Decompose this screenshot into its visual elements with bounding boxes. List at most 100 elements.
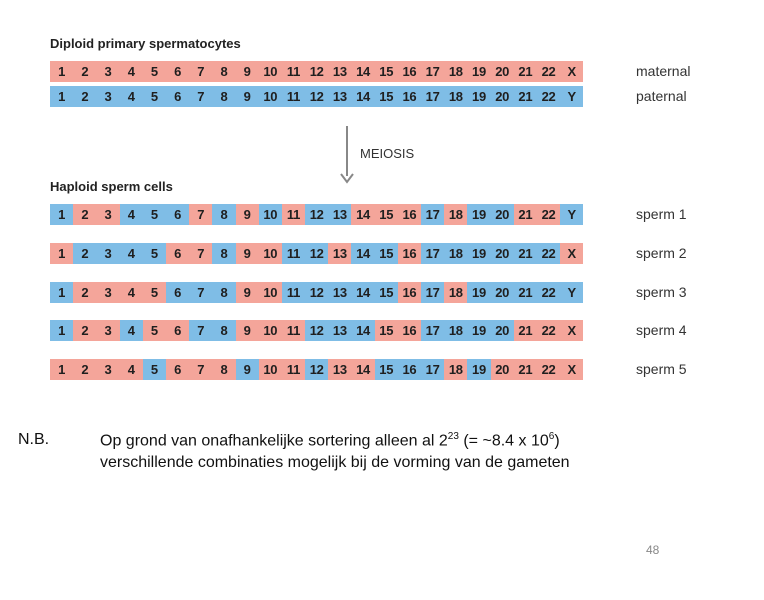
- chromosome-cell: 14: [351, 204, 375, 225]
- chromosome-cell: 6: [165, 359, 190, 380]
- chromosome-cell: 21: [513, 282, 537, 303]
- chromosome-cell: 18: [444, 61, 468, 82]
- chromosome-cell: 21: [513, 86, 537, 107]
- chromosome-cell: 10: [258, 204, 282, 225]
- chromosome-cell: 17: [421, 204, 445, 225]
- chromosome-cell: 18: [444, 86, 468, 107]
- sperm-row: 1 2 3 4 5 6 7 8 9 10 11 12 13 14 15 16 17 18 19 20 21 22 Y: [50, 282, 584, 303]
- chromosome-cell: 19: [467, 204, 491, 225]
- chromosome-cell: 12: [305, 320, 329, 341]
- chromosome-cell: 3: [96, 243, 120, 264]
- sperm-label: sperm 5: [636, 361, 687, 377]
- chromosome-cell: 1: [50, 61, 74, 82]
- chromosome-cell: 13: [328, 204, 352, 225]
- diploid-title: Diploid primary spermatocytes: [50, 36, 241, 51]
- note-line-1: Op grond van onafhankelijke sortering al…: [100, 431, 560, 450]
- sperm-row: 1 2 3 4 5 6 7 8 9 10 11 12 13 14 15 16 17 18 19 20 21 22 X: [50, 359, 584, 380]
- chromosome-cell: 15: [374, 320, 398, 341]
- chromosome-cell: 8: [212, 243, 236, 264]
- chromosome-cell: 22: [536, 320, 561, 341]
- chromosome-cell: 21: [513, 61, 537, 82]
- sperm-label: sperm 1: [636, 206, 687, 222]
- chromosome-cell: 4: [119, 86, 143, 107]
- chromosome-cell: 12: [305, 86, 329, 107]
- chromosome-cell: 17: [421, 359, 445, 380]
- chromosome-cell: 3: [96, 320, 120, 341]
- chromosome-cell: 19: [467, 243, 491, 264]
- chromosome-cell: 11: [281, 320, 306, 341]
- sex-chromosome-cell: X: [560, 61, 584, 82]
- chromosome-cell: 18: [444, 204, 468, 225]
- chromosome-cell: 14: [351, 243, 375, 264]
- chromosome-cell: 10: [258, 320, 282, 341]
- chromosome-cell: 19: [467, 359, 491, 380]
- chromosome-cell: 2: [73, 243, 97, 264]
- chromosome-cell: 12: [305, 61, 329, 82]
- chromosome-cell: 15: [374, 282, 398, 303]
- chromosome-cell: 7: [189, 320, 213, 341]
- chromosome-cell: 19: [467, 282, 491, 303]
- chromosome-cell: 21: [513, 243, 537, 264]
- chromosome-cell: 12: [305, 204, 329, 225]
- chromosome-cell: 14: [351, 282, 375, 303]
- chromosome-cell: 16: [397, 204, 421, 225]
- chromosome-cell: 4: [119, 359, 143, 380]
- chromosome-cell: 5: [142, 204, 166, 225]
- chromosome-cell: 5: [142, 320, 166, 341]
- chromosome-cell: 10: [258, 86, 282, 107]
- chromosome-cell: 9: [235, 86, 259, 107]
- chromosome-cell: 12: [305, 243, 329, 264]
- chromosome-cell: 5: [142, 61, 166, 82]
- chromosome-cell: 21: [513, 204, 537, 225]
- chromosome-cell: 9: [235, 204, 259, 225]
- chromosome-cell: 16: [397, 282, 421, 303]
- chromosome-cell: 13: [328, 320, 352, 341]
- chromosome-cell: 6: [165, 282, 190, 303]
- chromosome-cell: 4: [119, 204, 143, 225]
- arrow-down-icon: [340, 173, 354, 184]
- chromosome-cell: 13: [328, 61, 352, 82]
- chromosome-cell: 16: [397, 61, 421, 82]
- sperm-label: sperm 3: [636, 284, 687, 300]
- chromosome-cell: 13: [328, 282, 352, 303]
- chromosome-cell: 20: [490, 282, 514, 303]
- chromosome-cell: 15: [374, 204, 398, 225]
- chromosome-cell: 1: [50, 243, 74, 264]
- chromosome-cell: 11: [281, 204, 306, 225]
- chromosome-cell: 15: [374, 61, 398, 82]
- sex-chromosome-cell: Y: [560, 204, 584, 225]
- chromosome-cell: 1: [50, 320, 74, 341]
- chromosome-cell: 8: [212, 86, 236, 107]
- chromosome-cell: 20: [490, 61, 514, 82]
- chromosome-cell: 16: [397, 86, 421, 107]
- chromosome-cell: 6: [165, 61, 190, 82]
- chromosome-cell: 17: [421, 86, 445, 107]
- chromosome-cell: 14: [351, 359, 375, 380]
- chromosome-cell: 5: [142, 243, 166, 264]
- chromosome-cell: 19: [467, 86, 491, 107]
- chromosome-cell: 3: [96, 204, 120, 225]
- chromosome-cell: 7: [189, 359, 213, 380]
- chromosome-cell: 2: [73, 320, 97, 341]
- chromosome-cell: 11: [281, 61, 306, 82]
- chromosome-cell: 22: [536, 359, 561, 380]
- meiosis-arrow-line: [346, 126, 348, 176]
- chromosome-cell: 5: [142, 86, 166, 107]
- sperm-row: 1 2 3 4 5 6 7 8 9 10 11 12 13 14 15 16 17 18 19 20 21 22 X: [50, 243, 584, 264]
- chromosome-cell: 4: [119, 61, 143, 82]
- chromosome-cell: 11: [281, 243, 306, 264]
- chromosome-cell: 18: [444, 243, 468, 264]
- chromosome-cell: 13: [328, 86, 352, 107]
- chromosome-cell: 21: [513, 320, 537, 341]
- note-exponent: 23: [447, 431, 459, 442]
- chromosome-cell: 8: [212, 320, 236, 341]
- sperm-row: 1 2 3 4 5 6 7 8 9 10 11 12 13 14 15 16 17 18 19 20 21 22 Y: [50, 204, 584, 225]
- chromosome-cell: 21: [513, 359, 537, 380]
- chromosome-cell: 16: [397, 243, 421, 264]
- chromosome-cell: 10: [258, 359, 282, 380]
- chromosome-cell: 22: [536, 204, 561, 225]
- meiosis-label: MEIOSIS: [360, 146, 415, 161]
- chromosome-cell: 18: [444, 282, 468, 303]
- chromosome-cell: 19: [467, 320, 491, 341]
- chromosome-cell: 9: [235, 359, 259, 380]
